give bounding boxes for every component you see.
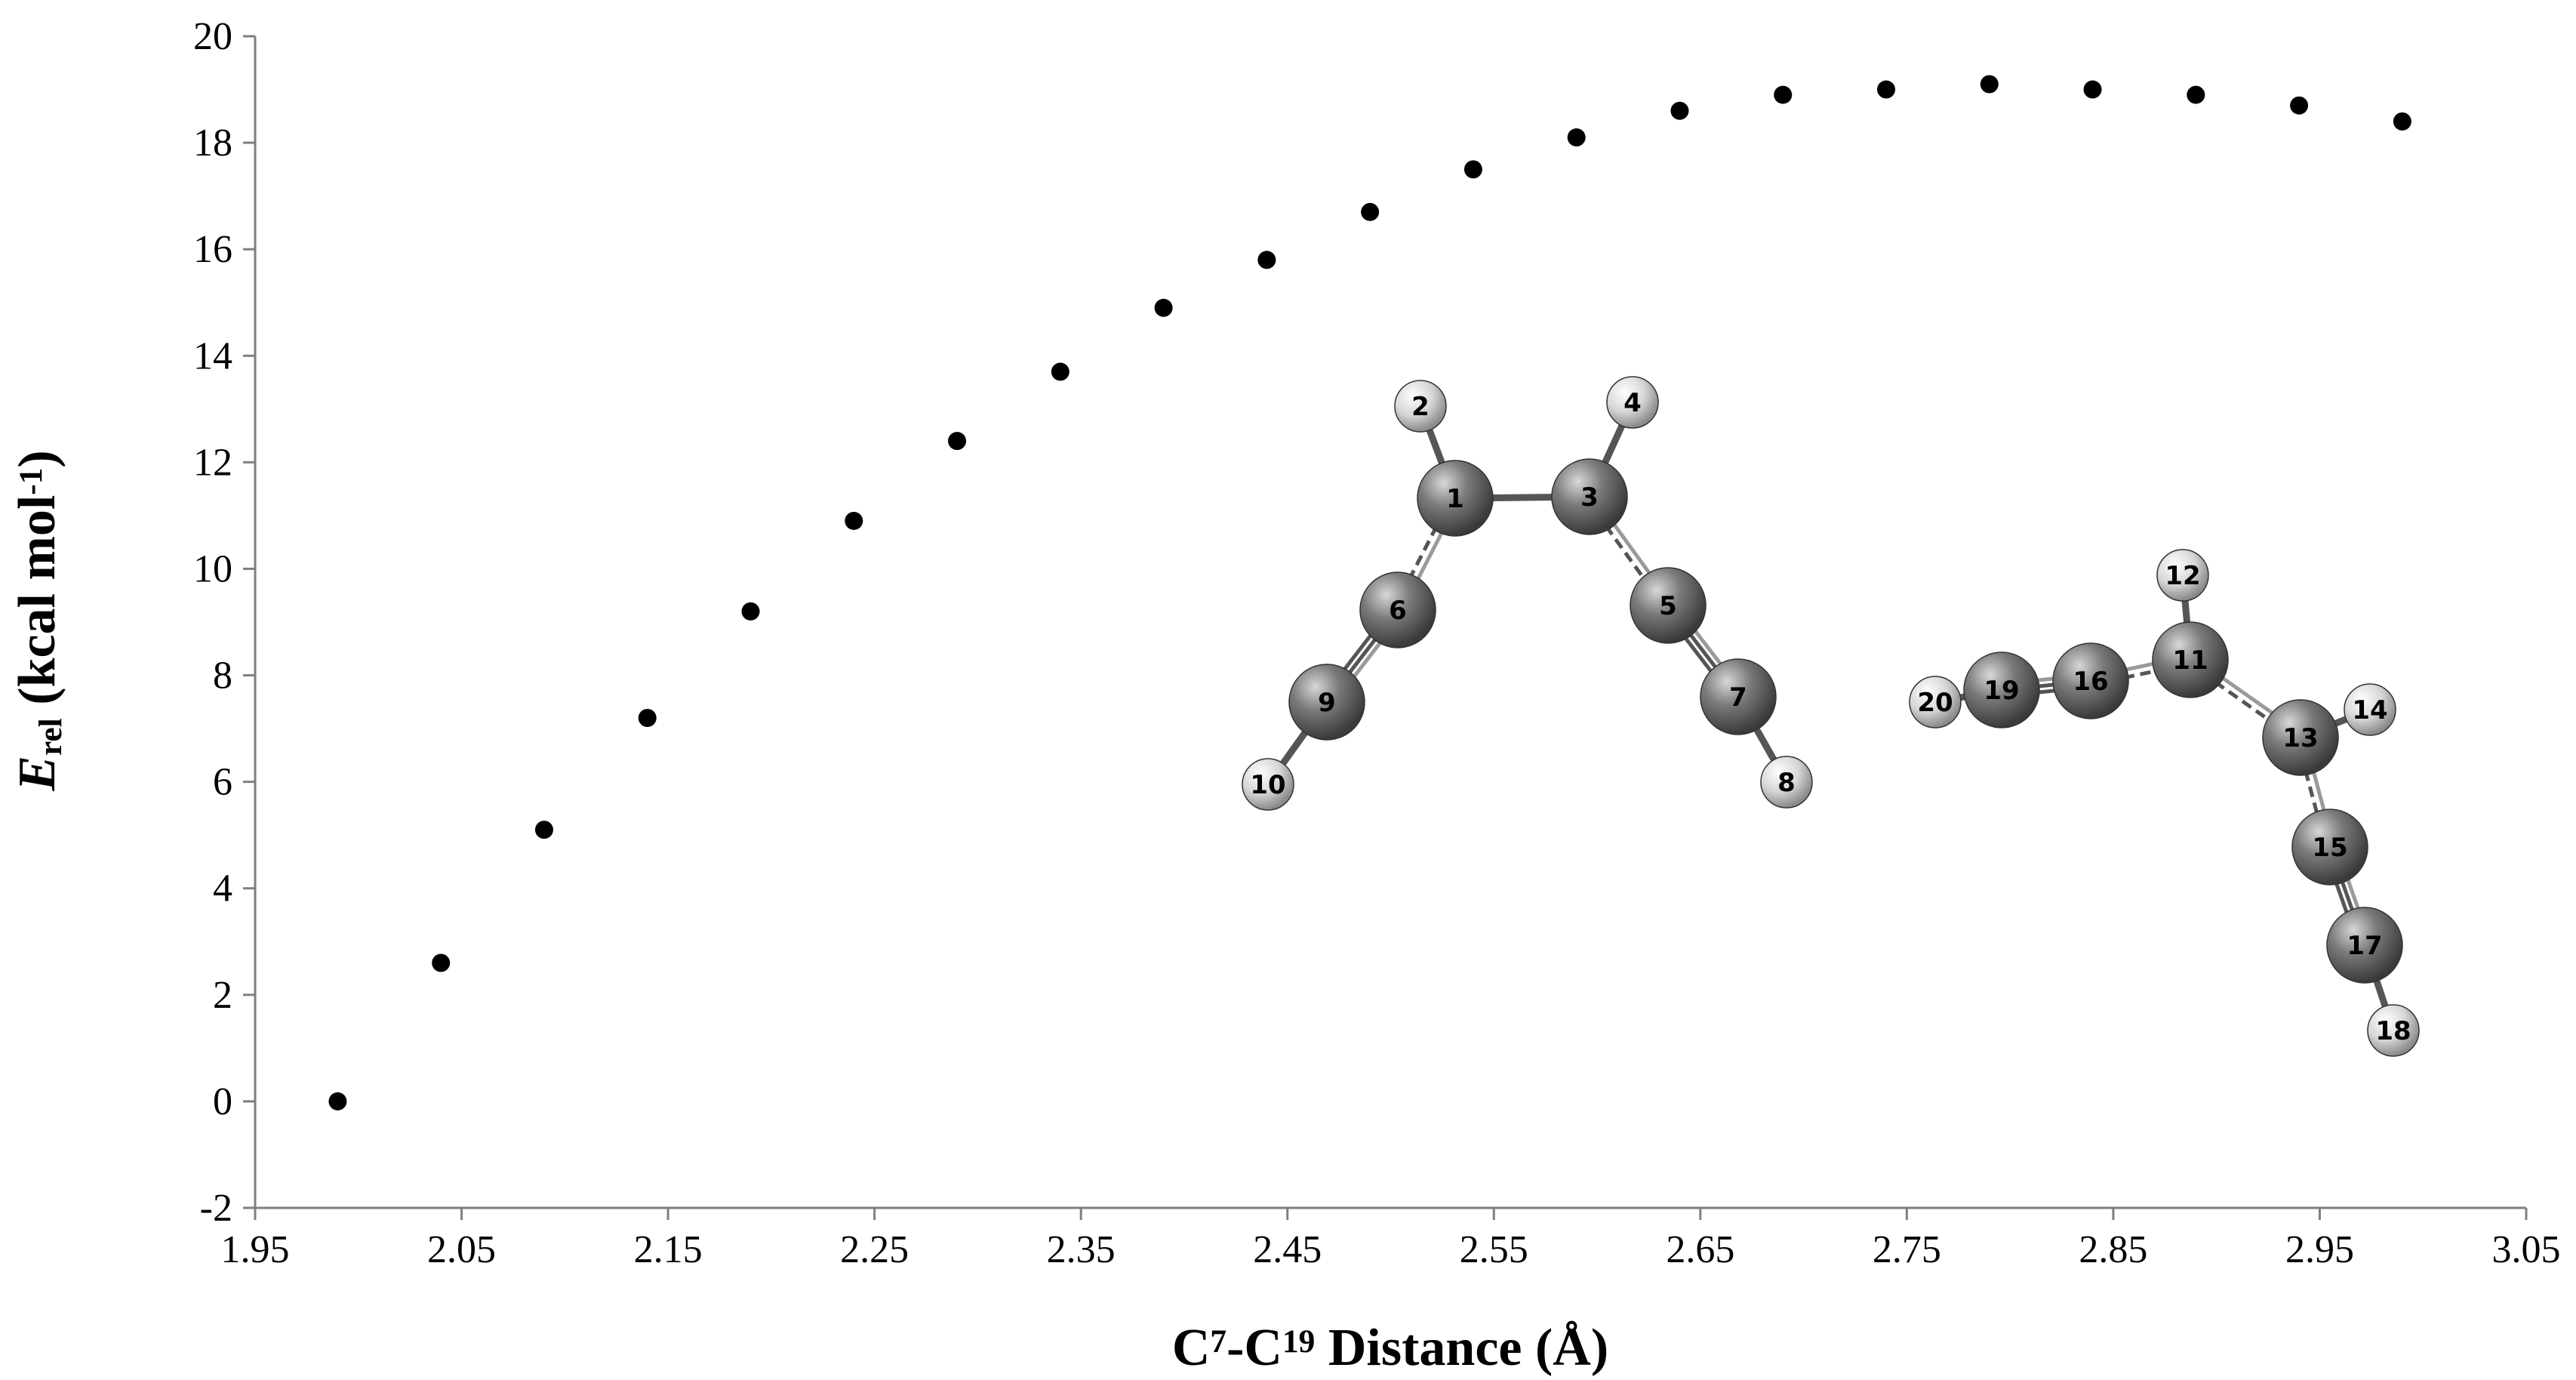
y-tick-label: 14	[193, 334, 232, 377]
y-tick-label: 18	[193, 122, 232, 165]
x-tick-label: 2.85	[2079, 1228, 2147, 1271]
data-point	[1567, 128, 1586, 147]
atom-label: 17	[2347, 931, 2382, 961]
data-point	[1877, 80, 1896, 99]
atom-label: 1	[1446, 484, 1464, 514]
data-point	[1980, 75, 1999, 94]
x-tick-label: 2.35	[1047, 1228, 1116, 1271]
atom-label: 2	[1411, 392, 1430, 422]
x-axis-title: C7-C19 Distance (Å)	[1172, 1319, 1608, 1377]
carbon-atom	[1963, 651, 2040, 729]
carbon-atom	[1417, 460, 1494, 537]
data-point	[1154, 298, 1173, 317]
carbon-atom	[1359, 571, 1436, 648]
atom-label: 11	[2172, 645, 2208, 676]
atom-label: 13	[2282, 723, 2318, 753]
y-tick-label: 16	[193, 228, 232, 271]
hydrogen-atom	[1394, 380, 1447, 433]
atom-label: 5	[1659, 591, 1677, 621]
x-tick-label: 2.15	[634, 1228, 703, 1271]
carbon-atom	[2262, 699, 2339, 776]
y-tick-label: 8	[213, 655, 232, 698]
x-tick-label: 2.05	[427, 1228, 496, 1271]
data-point	[328, 1092, 347, 1110]
data-point	[1774, 85, 1793, 104]
x-tick-label: 2.55	[1460, 1228, 1528, 1271]
carbon-atom	[1630, 567, 1707, 644]
data-point	[1670, 101, 1689, 120]
data-point	[638, 708, 657, 727]
carbon-atom	[2152, 621, 2229, 698]
data-point	[432, 953, 451, 972]
atom-label: 18	[2375, 1016, 2411, 1046]
x-tick-label: 2.75	[1873, 1228, 1941, 1271]
y-tick-label: 0	[213, 1080, 232, 1123]
y-axis-title: Erel (kcal mol-1)	[8, 450, 69, 792]
hydrogen-atom	[1242, 758, 1294, 811]
data-point	[2187, 85, 2205, 104]
atom-label: 20	[1917, 688, 1953, 718]
data-point	[2083, 80, 2102, 99]
data-point	[1361, 202, 1380, 221]
atom-label: 8	[1777, 768, 1796, 798]
hydrogen-atom	[1606, 376, 1659, 429]
atom-label: 12	[2165, 561, 2200, 591]
hydrogen-atom	[2344, 683, 2396, 736]
hydrogen-atom	[2156, 549, 2209, 602]
atom-label: 15	[2312, 833, 2347, 863]
atom-label: 16	[2073, 667, 2108, 697]
carbon-atom	[1700, 658, 1777, 735]
x-tick-label: 1.95	[221, 1228, 290, 1271]
data-point	[534, 821, 553, 839]
hydrogen-atom	[1760, 756, 1813, 809]
atom-label: 14	[2352, 695, 2387, 725]
data-point	[1051, 362, 1069, 381]
atom-label: 3	[1580, 482, 1599, 513]
hydrogen-atom	[2367, 1004, 2420, 1057]
data-point	[1257, 251, 1276, 270]
data-point	[741, 602, 760, 621]
atom-label: 7	[1729, 682, 1747, 713]
y-tick-label: 12	[193, 441, 232, 484]
x-ticks: 1.95 2.05 2.15 2.25 2.35 2.45 2.55 2.65 2.75 2.85…	[221, 1208, 2561, 1271]
x-tick-label: 2.95	[2285, 1228, 2354, 1271]
data-point	[948, 432, 967, 451]
carbon-atom	[1288, 664, 1365, 741]
atom-label: 9	[1318, 688, 1336, 718]
x-tick-label: 2.45	[1253, 1228, 1322, 1271]
data-point	[2393, 112, 2411, 131]
y-tick-label: 10	[193, 547, 232, 590]
x-tick-label: 2.65	[1666, 1228, 1734, 1271]
atom-label: 10	[1250, 770, 1285, 800]
y-tick-label: -2	[200, 1187, 232, 1230]
x-tick-label: 3.05	[2492, 1228, 2561, 1271]
carbon-atom	[2291, 809, 2368, 886]
data-point	[1463, 160, 1482, 179]
atom-label: 6	[1389, 596, 1407, 626]
y-tick-label: 2	[213, 974, 232, 1017]
data-point	[2290, 96, 2309, 115]
carbon-atom	[2326, 907, 2403, 984]
y-tick-label: 4	[213, 867, 232, 910]
y-tick-label: 6	[213, 761, 232, 804]
hydrogen-atom	[1909, 676, 1962, 729]
data-points	[328, 75, 2411, 1110]
carbon-atom	[2052, 642, 2129, 719]
y-ticks: -2 0 2 4 6 8 10 12 14 16 18 20	[193, 15, 255, 1230]
carbon-atom	[1551, 458, 1628, 535]
y-tick-label: 20	[193, 15, 232, 58]
x-tick-label: 2.25	[840, 1228, 909, 1271]
atom-label: 4	[1623, 388, 1642, 418]
atom-label: 19	[1984, 676, 2019, 706]
data-point	[845, 511, 863, 530]
